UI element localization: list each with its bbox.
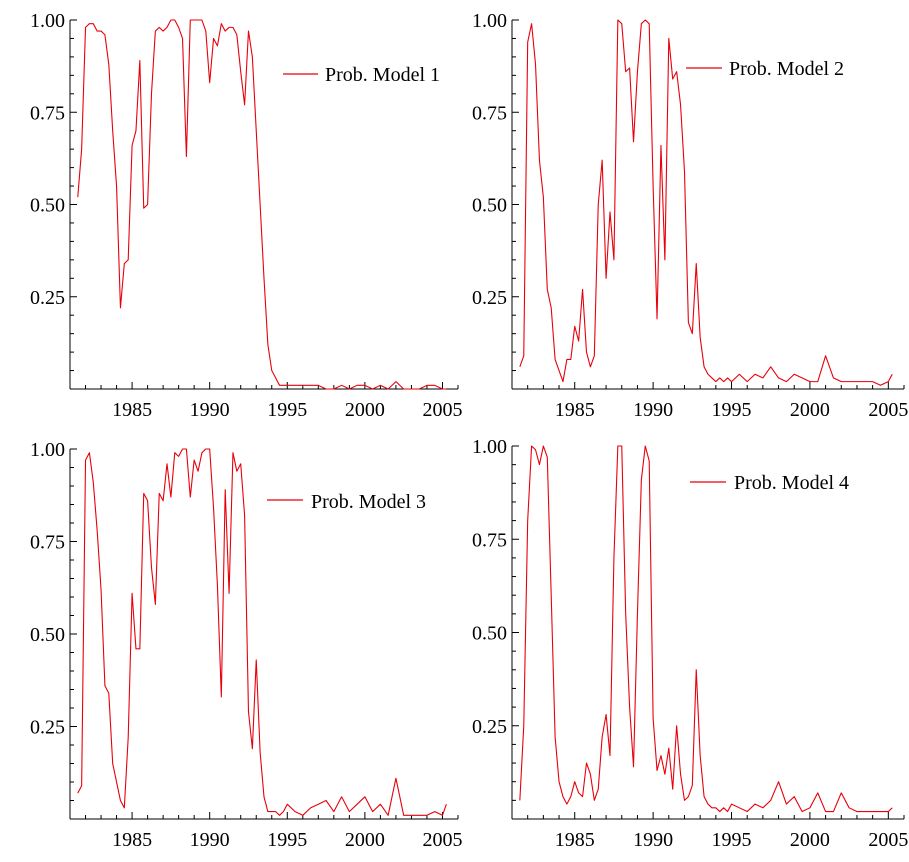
y-tick-label: 0.75 bbox=[30, 532, 65, 554]
x-tick-label: 1985 bbox=[112, 399, 152, 421]
x-tick-label: 2000 bbox=[790, 829, 830, 851]
series-line-model-1 bbox=[77, 19, 447, 390]
x-tick-label: 1995 bbox=[267, 829, 307, 851]
series-line-model-3 bbox=[77, 448, 447, 816]
x-tick-label: 1995 bbox=[712, 399, 752, 421]
series-line-model-2 bbox=[519, 19, 893, 386]
y-tick-label: 0.25 bbox=[472, 716, 507, 738]
y-tick-label: 0.50 bbox=[472, 623, 507, 645]
y-tick-label: 0.50 bbox=[30, 195, 65, 217]
x-tick-label: 1985 bbox=[555, 829, 595, 851]
legend-label: Prob. Model 1 bbox=[325, 64, 440, 86]
x-tick-label: 2005 bbox=[868, 399, 908, 421]
y-tick-label: 0.50 bbox=[30, 624, 65, 646]
legend-label: Prob. Model 2 bbox=[729, 58, 844, 80]
x-tick-label: 1995 bbox=[712, 829, 752, 851]
x-tick-label: 2000 bbox=[790, 399, 830, 421]
y-tick-label: 0.25 bbox=[30, 717, 65, 739]
x-tick-label: 2000 bbox=[345, 399, 385, 421]
y-tick-label: 0.25 bbox=[472, 287, 507, 309]
chart-panel-4: 1985 1990 1995 2000 2005 0.25 0.50 0.75 1.00 Prob… bbox=[472, 436, 908, 851]
y-tick-label: 1.00 bbox=[472, 436, 507, 458]
x-tick-label: 1990 bbox=[190, 829, 230, 851]
y-tick-label: 0.75 bbox=[472, 102, 507, 124]
y-tick-label: 0.75 bbox=[472, 529, 507, 551]
x-tick-label: 1995 bbox=[267, 399, 307, 421]
y-tick-label: 0.75 bbox=[30, 102, 65, 124]
legend-label: Prob. Model 4 bbox=[734, 472, 849, 494]
chart-panel-2: 1985 1990 1995 2000 2005 0.25 0.50 0.75 1.00 Prob… bbox=[472, 10, 908, 421]
y-tick-label: 0.50 bbox=[472, 195, 507, 217]
x-tick-label: 1990 bbox=[190, 399, 230, 421]
x-tick-label: 2005 bbox=[868, 829, 908, 851]
x-tick-label: 2005 bbox=[422, 399, 462, 421]
x-tick-label: 1985 bbox=[555, 399, 595, 421]
x-tick-label: 1985 bbox=[112, 829, 152, 851]
chart-panel-1: 1985 1990 1995 2000 2005 0.25 0.50 0.75 1.00 Prob… bbox=[30, 10, 462, 421]
x-tick-label: 1990 bbox=[633, 829, 673, 851]
y-tick-label: 1.00 bbox=[472, 10, 507, 32]
legend-label: Prob. Model 3 bbox=[311, 491, 426, 513]
y-tick-label: 1.00 bbox=[30, 439, 65, 461]
y-tick-label: 0.25 bbox=[30, 287, 65, 309]
x-tick-label: 2000 bbox=[345, 829, 385, 851]
x-tick-label: 1990 bbox=[633, 399, 673, 421]
y-tick-label: 1.00 bbox=[30, 10, 65, 32]
x-tick-label: 2005 bbox=[422, 829, 462, 851]
chart-panel-3: 1985 1990 1995 2000 2005 0.25 0.50 0.75 1.00 Prob… bbox=[30, 439, 462, 851]
series-line-model-4 bbox=[519, 445, 893, 813]
